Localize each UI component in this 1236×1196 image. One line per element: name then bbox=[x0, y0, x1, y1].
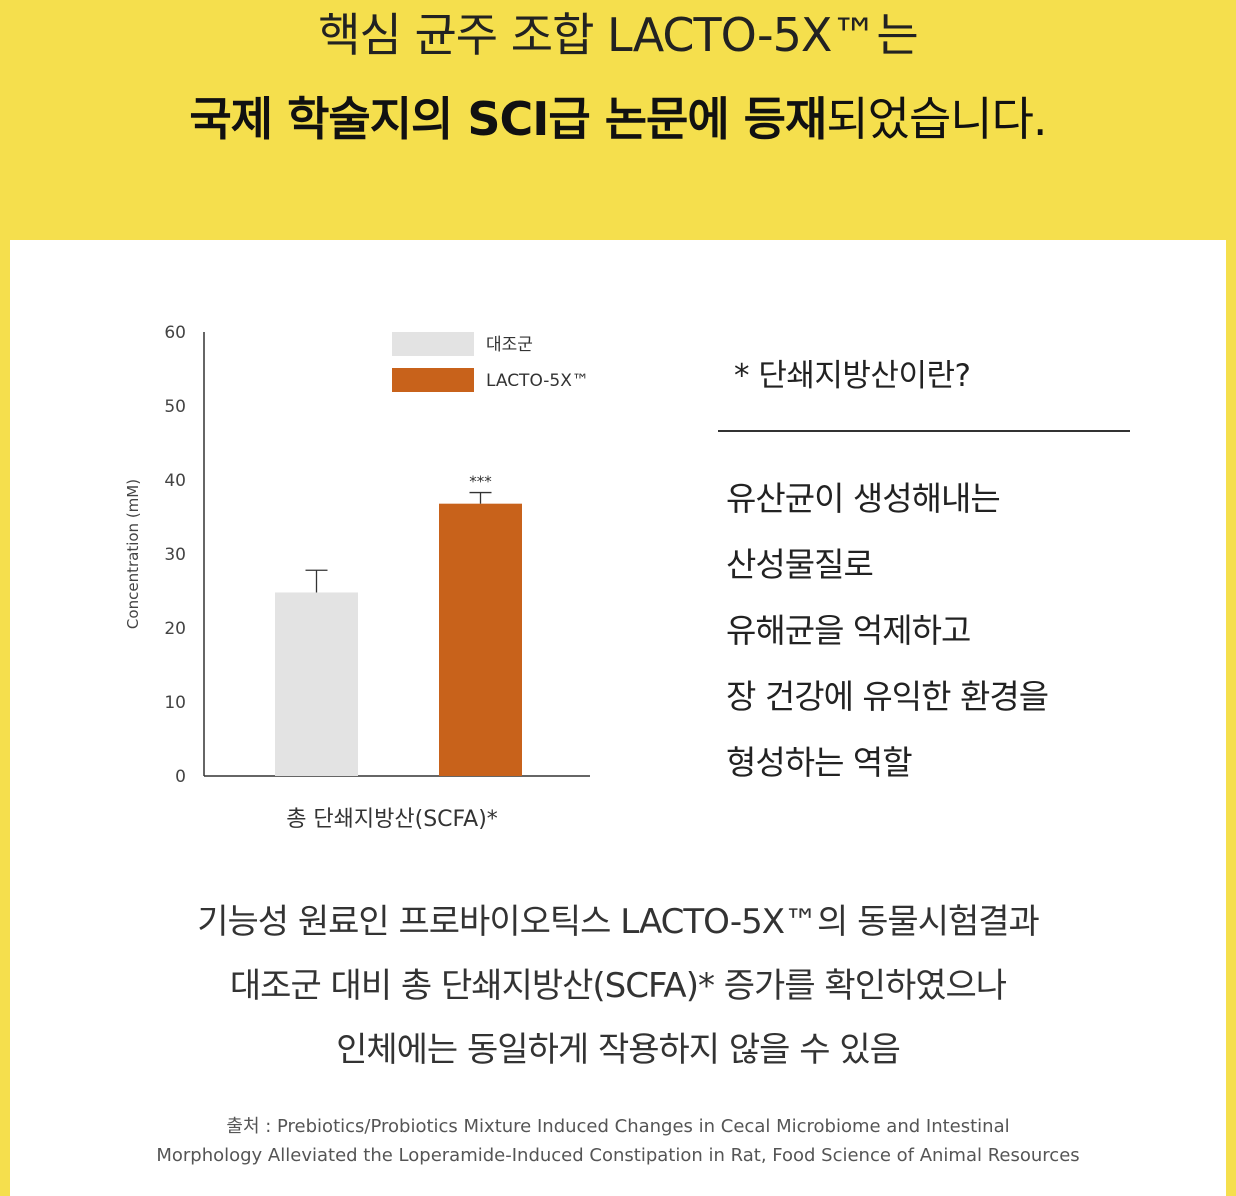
bar-control bbox=[275, 592, 358, 776]
disclaimer-line: 대조군 대비 총 단쇄지방산(SCFA)* 증가를 확인하였으나 bbox=[229, 966, 1007, 1006]
y-tick-label: 10 bbox=[164, 693, 186, 713]
y-axis-label: Concentration (mM) bbox=[124, 479, 142, 629]
definition-title: * 단쇄지방산이란? bbox=[734, 358, 971, 394]
y-tick-label: 20 bbox=[164, 619, 186, 639]
definition-line: 유해균을 억제하고 bbox=[726, 611, 971, 650]
y-tick-label: 50 bbox=[164, 397, 186, 417]
significance-label: *** bbox=[469, 473, 492, 491]
definition-line: 산성물질로 bbox=[726, 545, 874, 584]
content-card: 0 10 20 30 40 50 60 Concentration (mM) 총 단쇄지방산(S… bbox=[10, 240, 1226, 1196]
scfa-bar-chart: 0 10 20 30 40 50 60 Concentration (mM) 총 단쇄지방산(S… bbox=[124, 323, 590, 832]
legend-swatch bbox=[392, 368, 474, 392]
definition-text: 유산균이 생성해내는 산성물질로 유해균을 억제하고 장 건강에 유익한 환경을… bbox=[726, 466, 1049, 796]
disclaimer-notes: 기능성 원료인 프로바이오틱스 LACTO-5X™의 동물시험결과 대조군 대비… bbox=[10, 890, 1226, 1082]
hero-title-bold: 국제 학술지의 SCI급 논문에 등재 bbox=[189, 92, 827, 146]
hero-banner: 핵심 균주 조합 LACTO-5X™는 국제 학술지의 SCI급 논문에 등재되… bbox=[0, 0, 1236, 240]
definition-line: 장 건강에 유익한 환경을 bbox=[726, 677, 1049, 716]
disclaimer-line: 인체에는 동일하게 작용하지 않을 수 있음 bbox=[336, 1030, 901, 1070]
hero-title-line1: 핵심 균주 조합 LACTO-5X™는 bbox=[318, 8, 919, 62]
y-tick-label: 30 bbox=[164, 545, 186, 565]
hero-title-line2: 국제 학술지의 SCI급 논문에 등재되었습니다. bbox=[0, 84, 1236, 154]
y-tick-label: 60 bbox=[164, 323, 186, 343]
source-citation: 출처 : Prebiotics/Probiotics Mixture Induc… bbox=[10, 1112, 1226, 1170]
definition-divider bbox=[718, 430, 1130, 432]
bar-lacto-5x bbox=[439, 503, 522, 776]
x-axis-label: 총 단쇄지방산(SCFA)* bbox=[286, 807, 498, 832]
definition-line: 형성하는 역할 bbox=[726, 743, 913, 782]
hero-title-rest: 되었습니다. bbox=[826, 92, 1047, 146]
legend-label: 대조군 bbox=[486, 335, 533, 355]
source-line: 출처 : Prebiotics/Probiotics Mixture Induc… bbox=[226, 1116, 1010, 1137]
disclaimer-line: 기능성 원료인 프로바이오틱스 LACTO-5X™의 동물시험결과 bbox=[197, 902, 1040, 942]
definition-line: 유산균이 생성해내는 bbox=[726, 479, 1001, 518]
source-line: Morphology Alleviated the Loperamide-Ind… bbox=[156, 1145, 1080, 1166]
y-tick-label: 40 bbox=[164, 471, 186, 491]
y-tick-label: 0 bbox=[175, 767, 186, 787]
legend-swatch bbox=[392, 332, 474, 356]
legend-label: LACTO-5X™ bbox=[486, 371, 589, 391]
